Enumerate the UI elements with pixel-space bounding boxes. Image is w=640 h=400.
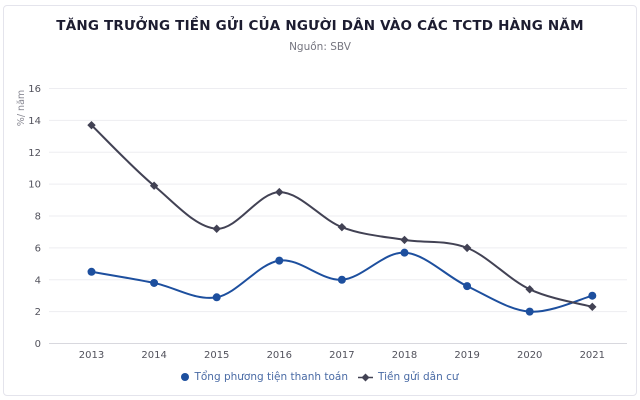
line-chart-plot-area: 0 2 4 6 8 10 12 14 16 2013 2014 2015 2016 2017 2018 201… [16,84,627,361]
data-point-circle [212,293,221,302]
chart-subtitle: Nguồn: SBV [289,41,351,53]
legend-item-tien-gui-dan-cu[interactable]: Tiền gửi dân cư [357,371,459,383]
data-point-circle [463,282,472,291]
data-point-circle [337,275,346,284]
x-tick-label: 2019 [454,350,479,361]
data-point-diamond [149,181,159,190]
data-point-diamond [212,224,221,233]
legend-label: Tổng phương tiện thanh toán [194,371,348,383]
x-tick-label: 2014 [141,350,166,361]
data-point-circle [400,248,409,257]
y-axis-title: %/ năm [16,90,27,126]
chart-title: TĂNG TRƯỞNG TIỀN GỬI CỦA NGƯỜI DÂN VÀO C… [56,18,584,34]
data-point-diamond [462,243,472,253]
legend-label: Tiền gửi dân cư [377,371,459,383]
y-tick-label: 16 [28,84,41,95]
chart-legend: Tổng phương tiện thanh toán Tiền gửi dân… [4,371,636,383]
diamond-marker-icon [357,373,373,381]
data-point-diamond [87,120,96,130]
x-tick-label: 2013 [79,350,104,361]
y-tick-label: 0 [35,339,41,350]
x-tick-label: 2017 [329,350,354,361]
legend-item-tong-phuong-tien[interactable]: Tổng phương tiện thanh toán [181,371,348,383]
x-tick-label: 2015 [204,350,229,361]
data-point-diamond [275,187,284,197]
y-tick-label: 12 [28,148,41,159]
data-point-diamond [525,285,534,294]
data-point-diamond [588,302,597,312]
y-tick-label: 6 [35,243,41,254]
y-tick-label: 2 [35,307,41,318]
x-tick-label: 2018 [392,350,417,361]
circle-marker-icon [181,373,190,381]
y-tick-label: 10 [28,180,41,191]
data-point-diamond [337,222,347,232]
data-point-diamond [400,235,409,245]
y-tick-label: 8 [35,212,41,223]
data-point-circle [275,256,284,265]
x-tick-label: 2021 [580,350,605,361]
data-point-circle [87,267,96,276]
y-tick-label: 4 [35,275,41,286]
x-tick-label: 2016 [267,350,292,361]
data-point-circle [525,307,534,316]
y-tick-label: 14 [28,116,41,127]
data-point-circle [588,291,597,300]
x-tick-label: 2020 [517,350,542,361]
data-point-circle [150,278,159,287]
chart-card: TĂNG TRƯỞNG TIỀN GỬI CỦA NGƯỜI DÂN VÀO C… [3,5,637,396]
